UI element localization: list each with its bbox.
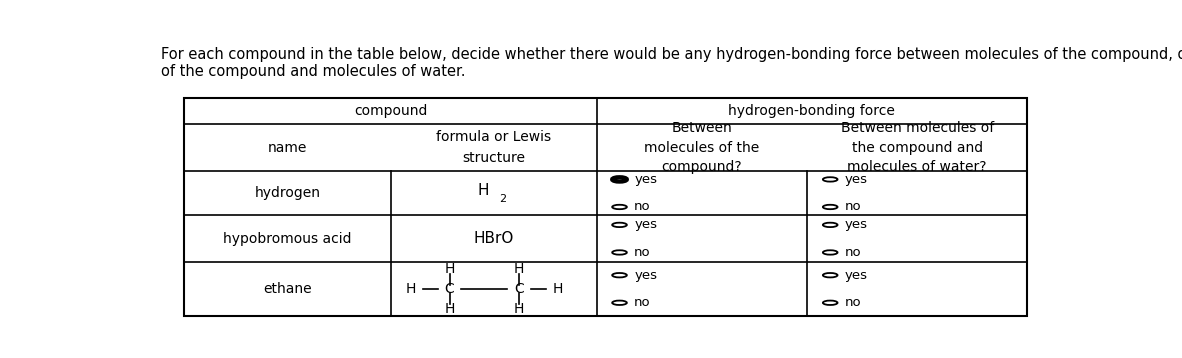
Text: C: C — [444, 282, 454, 296]
Text: H: H — [405, 282, 416, 296]
Text: yes: yes — [845, 269, 868, 282]
Text: HBrO: HBrO — [473, 231, 514, 246]
Text: For each compound in the table below, decide whether there would be any hydrogen: For each compound in the table below, de… — [162, 47, 1182, 79]
Text: 2: 2 — [499, 194, 506, 204]
Text: H: H — [514, 262, 525, 276]
Text: no: no — [635, 200, 651, 213]
Text: yes: yes — [635, 218, 657, 231]
Text: no: no — [845, 296, 862, 309]
Text: Between molecules of
the compound and
molecules of water?: Between molecules of the compound and mo… — [840, 121, 994, 174]
Text: hydrogen-bonding force: hydrogen-bonding force — [728, 104, 895, 118]
Text: ethane: ethane — [264, 282, 312, 296]
Text: H: H — [478, 183, 489, 198]
Text: compound: compound — [353, 104, 427, 118]
Text: formula or Lewis
structure: formula or Lewis structure — [436, 130, 551, 165]
Text: no: no — [635, 296, 651, 309]
Text: H: H — [514, 302, 525, 316]
Text: yes: yes — [635, 173, 657, 186]
Text: no: no — [635, 246, 651, 259]
Text: yes: yes — [635, 269, 657, 282]
Text: no: no — [845, 200, 862, 213]
Bar — [184, 98, 1027, 316]
Text: H: H — [444, 262, 455, 276]
Text: hydrogen: hydrogen — [254, 186, 320, 200]
Text: H: H — [444, 302, 455, 316]
Text: yes: yes — [845, 173, 868, 186]
Text: hypobromous acid: hypobromous acid — [223, 232, 352, 246]
Text: yes: yes — [845, 218, 868, 231]
Text: no: no — [845, 246, 862, 259]
Text: H: H — [552, 282, 563, 296]
Text: Between
molecules of the
compound?: Between molecules of the compound? — [644, 121, 760, 174]
Text: name: name — [268, 141, 307, 155]
Text: C: C — [514, 282, 524, 296]
